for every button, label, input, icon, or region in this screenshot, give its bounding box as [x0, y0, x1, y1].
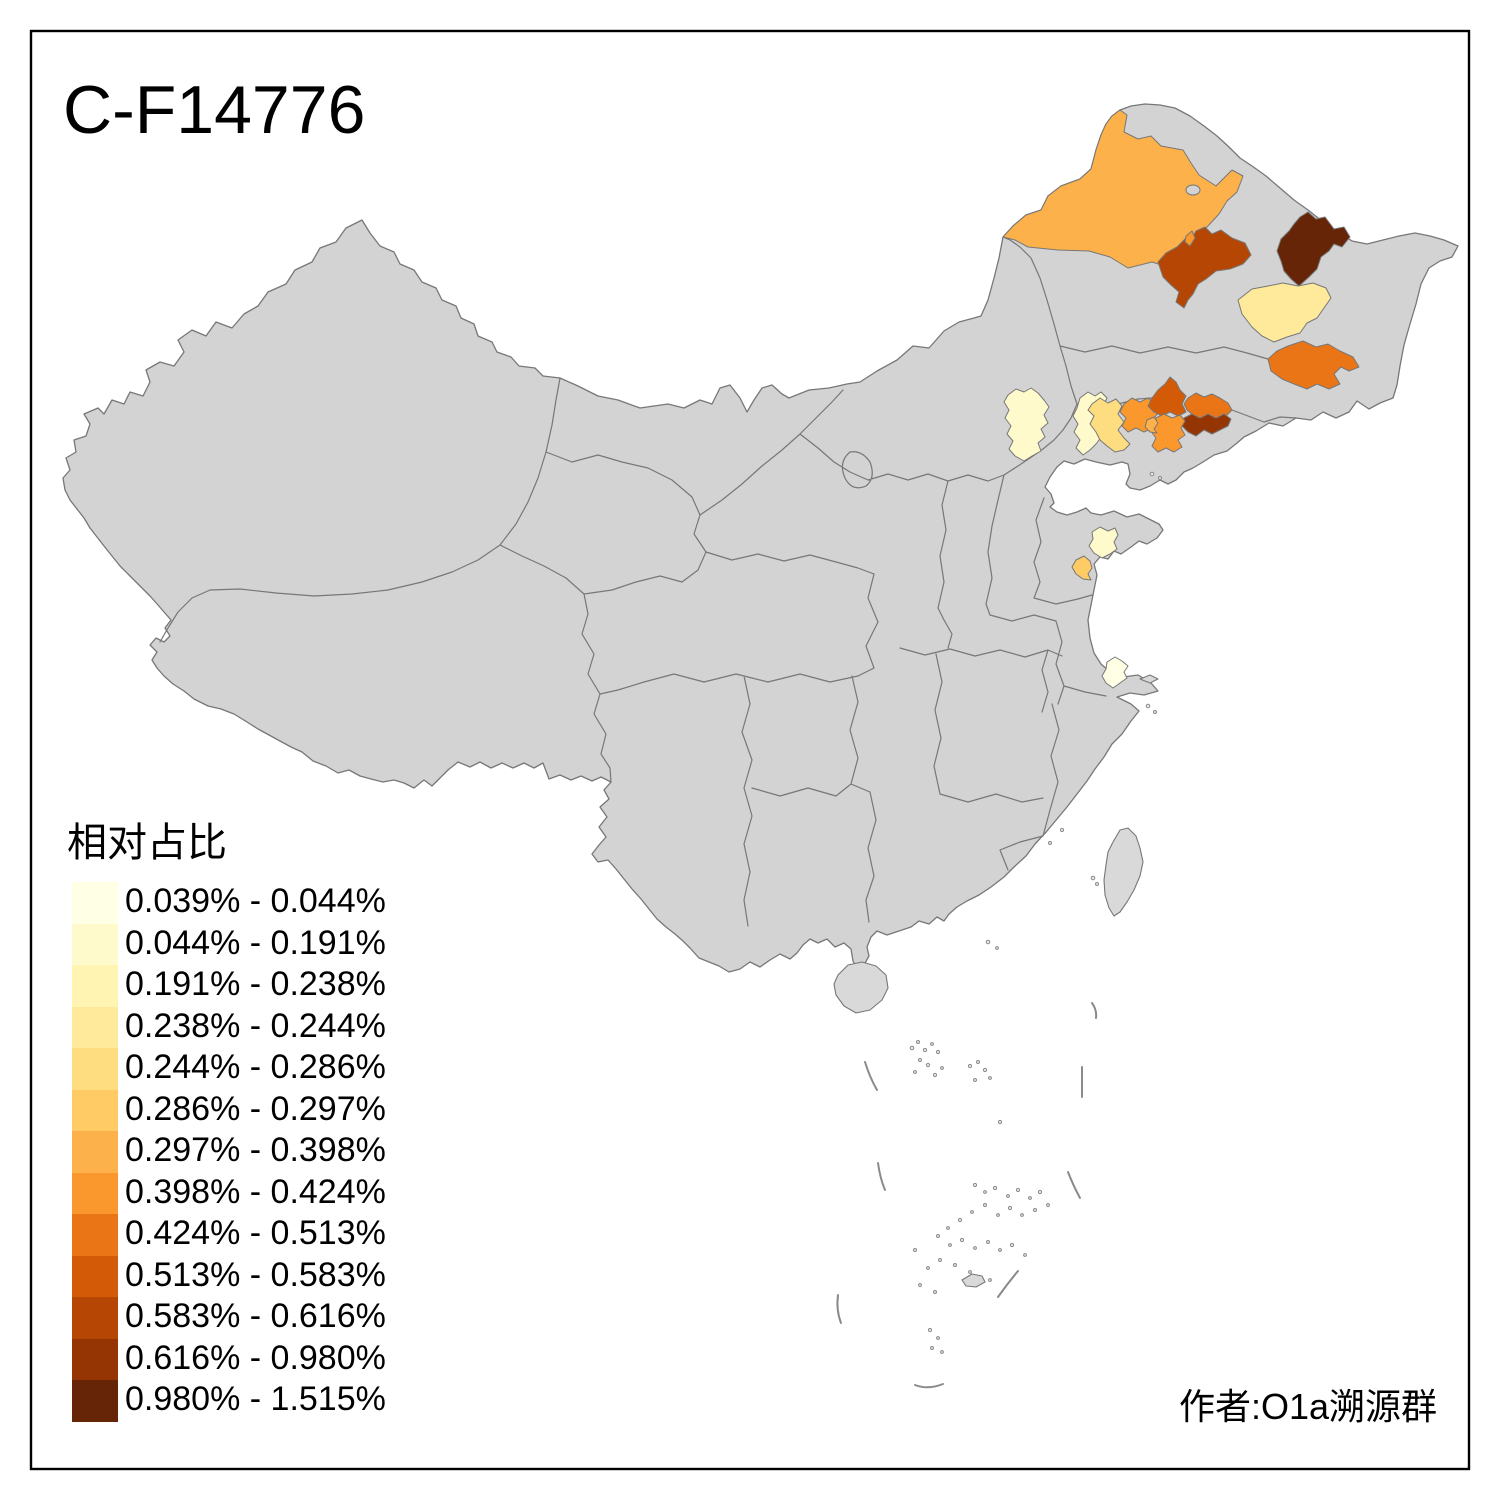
map-region-coastal-liaoning-bit [1144, 416, 1159, 434]
legend-label-4: 0.244% - 0.286% [125, 1048, 386, 1086]
legend-swatch-8 [72, 1214, 118, 1256]
legend-label-11: 0.616% - 0.980% [125, 1339, 386, 1377]
island-specks [909, 471, 1162, 1354]
legend-label-8: 0.424% - 0.513% [125, 1214, 386, 1252]
hainan-island [833, 961, 889, 1014]
map-region-southeast-liaoning [1181, 413, 1232, 437]
legend-swatch-1 [72, 924, 118, 966]
legend-swatch-9 [72, 1256, 118, 1298]
map-region-south-liaoning [1149, 413, 1186, 453]
legend-swatch-7 [72, 1173, 118, 1215]
province-borders [159, 236, 1297, 927]
plot-frame [29, 29, 1471, 1471]
legend-label-7: 0.398% - 0.424% [125, 1173, 386, 1211]
legend-label-1: 0.044% - 0.191% [125, 924, 386, 962]
map-region-jiangsu-pale [1101, 656, 1129, 689]
map-region-heilongjiang-pale [1237, 282, 1332, 343]
legend: 相对占比 0.039% - 0.044% 0.044% - 0.191% 0.1… [67, 821, 386, 1422]
china-mainland-outline [62, 103, 1459, 973]
map-region-heilongjiang-darkest [1276, 211, 1351, 287]
map-region-east-jilin [1267, 340, 1360, 390]
chongming-island [1139, 674, 1159, 684]
legend-label-0: 0.039% - 0.044% [125, 882, 386, 920]
legend-swatch-5 [72, 1090, 118, 1132]
legend-label-6: 0.297% - 0.398% [125, 1131, 386, 1169]
legend-title: 相对占比 [67, 821, 227, 865]
map-region-central-liaoning [1147, 376, 1187, 417]
legend-swatch-3 [72, 1007, 118, 1049]
legend-label-10: 0.583% - 0.616% [125, 1297, 386, 1335]
legend-label-9: 0.513% - 0.583% [125, 1256, 386, 1294]
legend-label-5: 0.286% - 0.297% [125, 1090, 386, 1128]
legend-swatch-10 [72, 1297, 118, 1339]
map-region-beijing-area [1003, 387, 1050, 462]
sea-boundary-dashes [836, 1002, 1098, 1389]
legend-swatch-2 [72, 965, 118, 1007]
map-region-heilongjiang-sliver [1184, 230, 1196, 247]
legend-swatch-6 [72, 1131, 118, 1173]
attribution-text: 作者:O1a溯源群 [1179, 1386, 1437, 1427]
legend-label-3: 0.238% - 0.244% [125, 1007, 386, 1045]
taiwan-island [1103, 827, 1144, 917]
page-title: C-F14776 [63, 72, 365, 148]
map-region-enclave [1185, 184, 1201, 196]
south-sea-islet [961, 1273, 986, 1288]
map-region-shandong-coastal [1071, 555, 1093, 581]
legend-swatch-11 [72, 1339, 118, 1381]
map-region-shandong-pale [1088, 526, 1119, 559]
legend-swatch-4 [72, 1048, 118, 1090]
legend-label-2: 0.191% - 0.238% [125, 965, 386, 1003]
legend-label-12: 0.980% - 1.515% [125, 1380, 386, 1418]
map-region-coastal-hebei [1087, 397, 1131, 453]
legend-swatch-12 [72, 1380, 118, 1422]
legend-swatch-0 [72, 882, 118, 924]
